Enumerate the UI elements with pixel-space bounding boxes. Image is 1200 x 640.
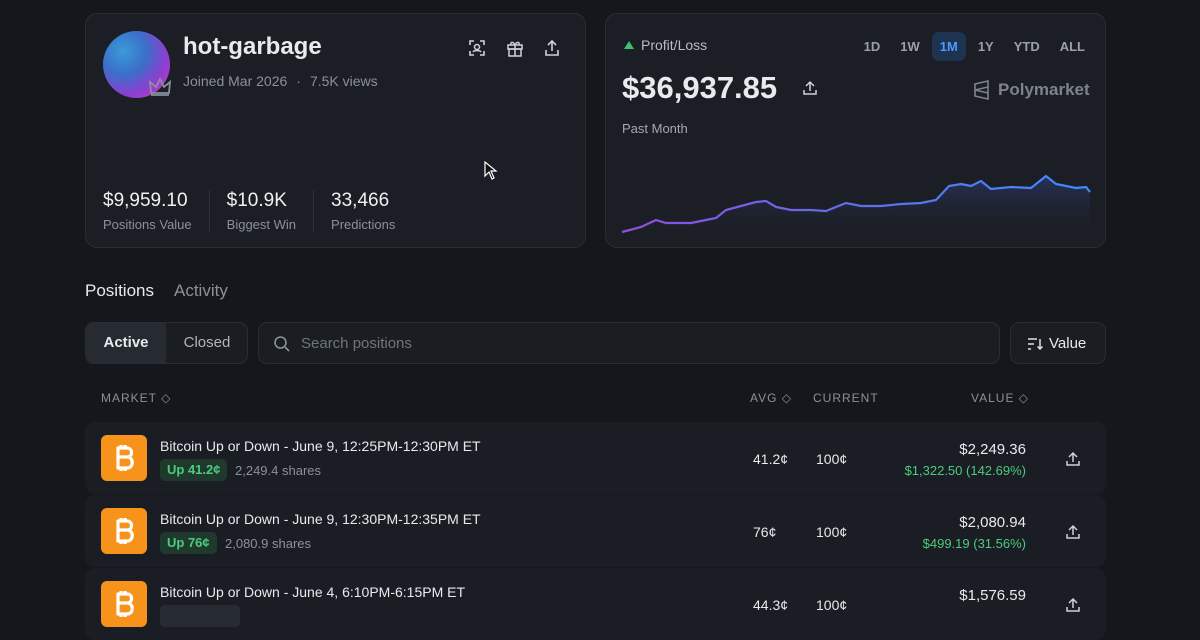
tab-activity[interactable]: Activity (174, 281, 228, 300)
crown-icon (148, 76, 172, 96)
share-button[interactable] (543, 39, 561, 57)
current-price: 100¢ (816, 451, 848, 467)
filter-active[interactable]: Active (86, 323, 166, 363)
page: hot-garbage Joined Mar 2026 · 7.5K views $… (85, 13, 1106, 627)
range-option[interactable]: ALL (1059, 39, 1085, 54)
row-share[interactable] (1065, 451, 1081, 467)
up-triangle (624, 41, 634, 49)
shares: 2,249.4 shares (235, 463, 322, 478)
header-text: CURRENT (813, 391, 879, 405)
stat-value: $10.9K (226, 190, 287, 211)
header-text: AVG (750, 391, 778, 405)
search-placeholder: Search positions (301, 335, 412, 352)
avg-price: 44.3¢ (753, 597, 789, 613)
range-option[interactable]: 1Y (977, 39, 994, 54)
avg-price: 41.2¢ (753, 451, 789, 467)
pnl-card: Profit/Loss 1D 1W 1M 1Y YTD ALL $36,937.85 Po… (605, 13, 1106, 248)
profile-card: hot-garbage Joined Mar 2026 · 7.5K views $… (85, 13, 586, 248)
pnl-share[interactable] (802, 80, 818, 96)
stat-label: Predictions (331, 217, 396, 232)
avatar (103, 31, 170, 98)
market-title: Bitcoin Up or Down - June 4, 6:10PM-6:15… (160, 584, 466, 600)
pnl-value: $36,937.85 (622, 70, 778, 105)
header-text: VALUE (971, 391, 1015, 405)
position-pnl: $499.19 (31.56%) (922, 536, 1026, 551)
bitcoin-glyph (116, 445, 134, 471)
pnl-label: Profit/Loss (641, 37, 708, 53)
bitcoin-icon (101, 581, 147, 627)
brand-logo (974, 80, 989, 100)
position-value: $2,080.94 (959, 514, 1026, 531)
mouse-cursor (484, 161, 498, 180)
search-icon (274, 336, 290, 352)
header-value[interactable]: VALUE ◇ (971, 391, 1030, 405)
position-row[interactable]: Bitcoin Up or Down - June 4, 6:10PM-6:15… (85, 568, 1106, 640)
joined: Joined Mar 2026 (183, 73, 288, 89)
range-option[interactable]: YTD (1013, 39, 1040, 54)
header-text: MARKET (101, 391, 157, 405)
market-title: Bitcoin Up or Down - June 9, 12:30PM-12:… (160, 511, 481, 527)
scan-button[interactable] (468, 39, 486, 57)
gift-button[interactable] (506, 39, 524, 57)
position-row[interactable]: Bitcoin Up or Down - June 9, 12:25PM-12:… (85, 422, 1106, 494)
status-toggle: Active Closed (85, 322, 248, 364)
stat-value: $9,959.10 (103, 190, 188, 211)
outcome-badge: Up 41.2¢ (160, 459, 228, 481)
tab-positions[interactable]: Positions (85, 281, 154, 300)
range-option[interactable]: 1W (900, 39, 920, 54)
header-current: CURRENT (813, 391, 879, 405)
brand-name: Polymarket (998, 80, 1090, 99)
bitcoin-icon (101, 435, 147, 481)
bitcoin-icon (101, 508, 147, 554)
stat: $9,959.10 Positions Value (103, 190, 209, 232)
sort-button[interactable]: Value (1010, 322, 1106, 364)
stat-label: Positions Value (103, 217, 192, 232)
stat: $10.9K Biggest Win (208, 190, 313, 232)
stats: $9,959.10 Positions Value $10.9K Biggest Wi… (103, 190, 412, 232)
search-box[interactable]: Search positions (258, 322, 1000, 364)
bitcoin-glyph (116, 518, 134, 544)
views: 7.5K views (309, 73, 378, 89)
shares: 2,080.9 shares (225, 536, 312, 551)
range-selector: 1D 1W 1M 1Y YTD ALL (856, 32, 1093, 61)
range-option[interactable]: 1D (863, 39, 881, 54)
row-share[interactable] (1065, 524, 1081, 540)
stat-label: Biggest Win (226, 217, 297, 232)
pnl-period: Past Month (622, 121, 688, 136)
position-value: $2,249.36 (959, 441, 1026, 458)
sort-icon (1028, 338, 1043, 351)
range-option[interactable]: 1M (931, 32, 966, 61)
outcome-badge: Up 76¢ (160, 532, 217, 554)
avg-price: 76¢ (753, 524, 777, 540)
pnl-sparkline (621, 174, 1091, 244)
profile-meta: Joined Mar 2026 · 7.5K views (183, 73, 378, 89)
header-market[interactable]: MARKET ◇ (101, 391, 172, 405)
username: hot-garbage (183, 33, 322, 60)
market-title: Bitcoin Up or Down - June 9, 12:25PM-12:… (160, 438, 481, 454)
position-pnl: $1,322.50 (142.69%) (904, 463, 1026, 478)
header-avg[interactable]: AVG ◇ (750, 391, 793, 405)
stat-value: 33,466 (331, 190, 390, 211)
position-value: $1,576.59 (959, 587, 1026, 604)
current-price: 100¢ (816, 524, 848, 540)
filter-closed[interactable]: Closed (183, 334, 231, 351)
current-price: 100¢ (816, 597, 848, 613)
stat: 33,466 Predictions (313, 190, 412, 232)
outcome-badge (160, 605, 240, 627)
sort-label: Value (1049, 335, 1087, 352)
position-row[interactable]: Bitcoin Up or Down - June 9, 12:30PM-12:… (85, 495, 1106, 567)
bitcoin-glyph (116, 591, 134, 617)
